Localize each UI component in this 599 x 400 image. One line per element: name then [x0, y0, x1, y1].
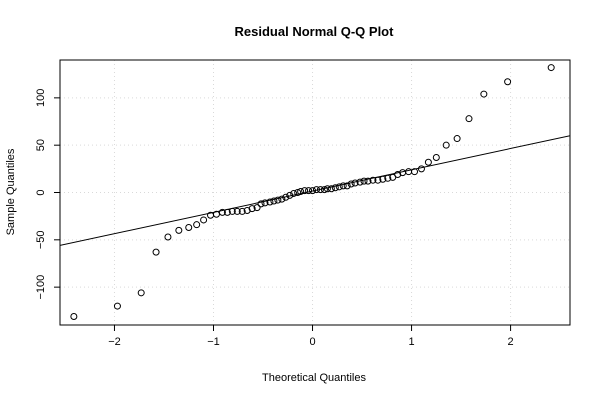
y-tick-label: 50 [35, 139, 47, 151]
data-point [266, 198, 274, 206]
data-point [223, 208, 231, 216]
data-point [185, 224, 193, 232]
data-point [347, 180, 355, 188]
data-point [238, 207, 246, 215]
data-point [193, 221, 201, 229]
qq-reference-line [60, 135, 570, 246]
data-point [274, 196, 282, 204]
data-point [351, 179, 359, 187]
data-point [405, 168, 413, 176]
data-point [309, 187, 317, 195]
data-point [261, 199, 269, 207]
data-point [480, 90, 488, 98]
data-point [374, 176, 382, 184]
data-point [137, 289, 145, 297]
y-tick-label: 0 [35, 189, 47, 195]
data-point [278, 195, 286, 203]
data-points [70, 64, 555, 320]
data-point [294, 189, 302, 196]
data-point [369, 176, 377, 184]
data-point [384, 174, 392, 182]
data-point [504, 78, 512, 86]
data-point [453, 135, 461, 143]
data-point [228, 207, 236, 215]
data-point [432, 153, 440, 161]
data-point [286, 191, 294, 199]
data-point [316, 186, 324, 194]
x-tick-label: 2 [508, 336, 514, 348]
data-point [323, 185, 331, 193]
data-point [343, 182, 351, 190]
chart-title: Residual Normal Q-Q Plot [235, 24, 395, 39]
data-point [70, 312, 78, 320]
x-axis: −2 −1 0 1 2 [108, 325, 514, 348]
x-tick-label: 1 [408, 336, 414, 348]
data-point [248, 205, 256, 213]
data-point [320, 186, 328, 194]
data-point [360, 177, 368, 185]
data-point [270, 197, 278, 205]
data-point [282, 193, 290, 201]
data-point [547, 64, 555, 72]
data-point [327, 185, 335, 193]
data-point [442, 141, 450, 149]
data-point [233, 207, 241, 215]
data-point [152, 248, 160, 256]
data-point [305, 187, 313, 195]
x-tick-label: −2 [108, 336, 121, 348]
data-point [331, 184, 339, 192]
y-axis: −100 −50 0 50 100 [35, 89, 60, 300]
data-point [257, 200, 265, 208]
data-point [335, 183, 343, 191]
data-point [424, 158, 432, 166]
data-point [356, 178, 364, 186]
x-axis-title: Theoretical Quantiles [262, 372, 366, 384]
data-point [200, 216, 208, 224]
x-tick-label: 0 [309, 336, 315, 348]
y-tick-label: −100 [35, 275, 47, 300]
y-tick-label: −50 [35, 230, 47, 249]
x-tick-label: −1 [207, 336, 220, 348]
data-point [253, 204, 261, 212]
data-point [411, 168, 419, 176]
data-point [379, 175, 387, 183]
data-point [164, 233, 172, 241]
data-point [301, 187, 309, 195]
data-point [339, 182, 347, 190]
data-point [297, 188, 305, 196]
data-point [364, 177, 372, 185]
data-point [175, 226, 183, 234]
grid [60, 60, 570, 325]
data-point [465, 115, 473, 123]
data-point [113, 302, 121, 310]
reference-line-layer [60, 135, 570, 246]
data-point [218, 208, 226, 216]
data-point [312, 186, 320, 194]
y-axis-title: Sample Quantiles [5, 148, 17, 235]
data-point [290, 189, 298, 197]
y-tick-label: 100 [35, 89, 47, 107]
data-point [417, 165, 425, 173]
